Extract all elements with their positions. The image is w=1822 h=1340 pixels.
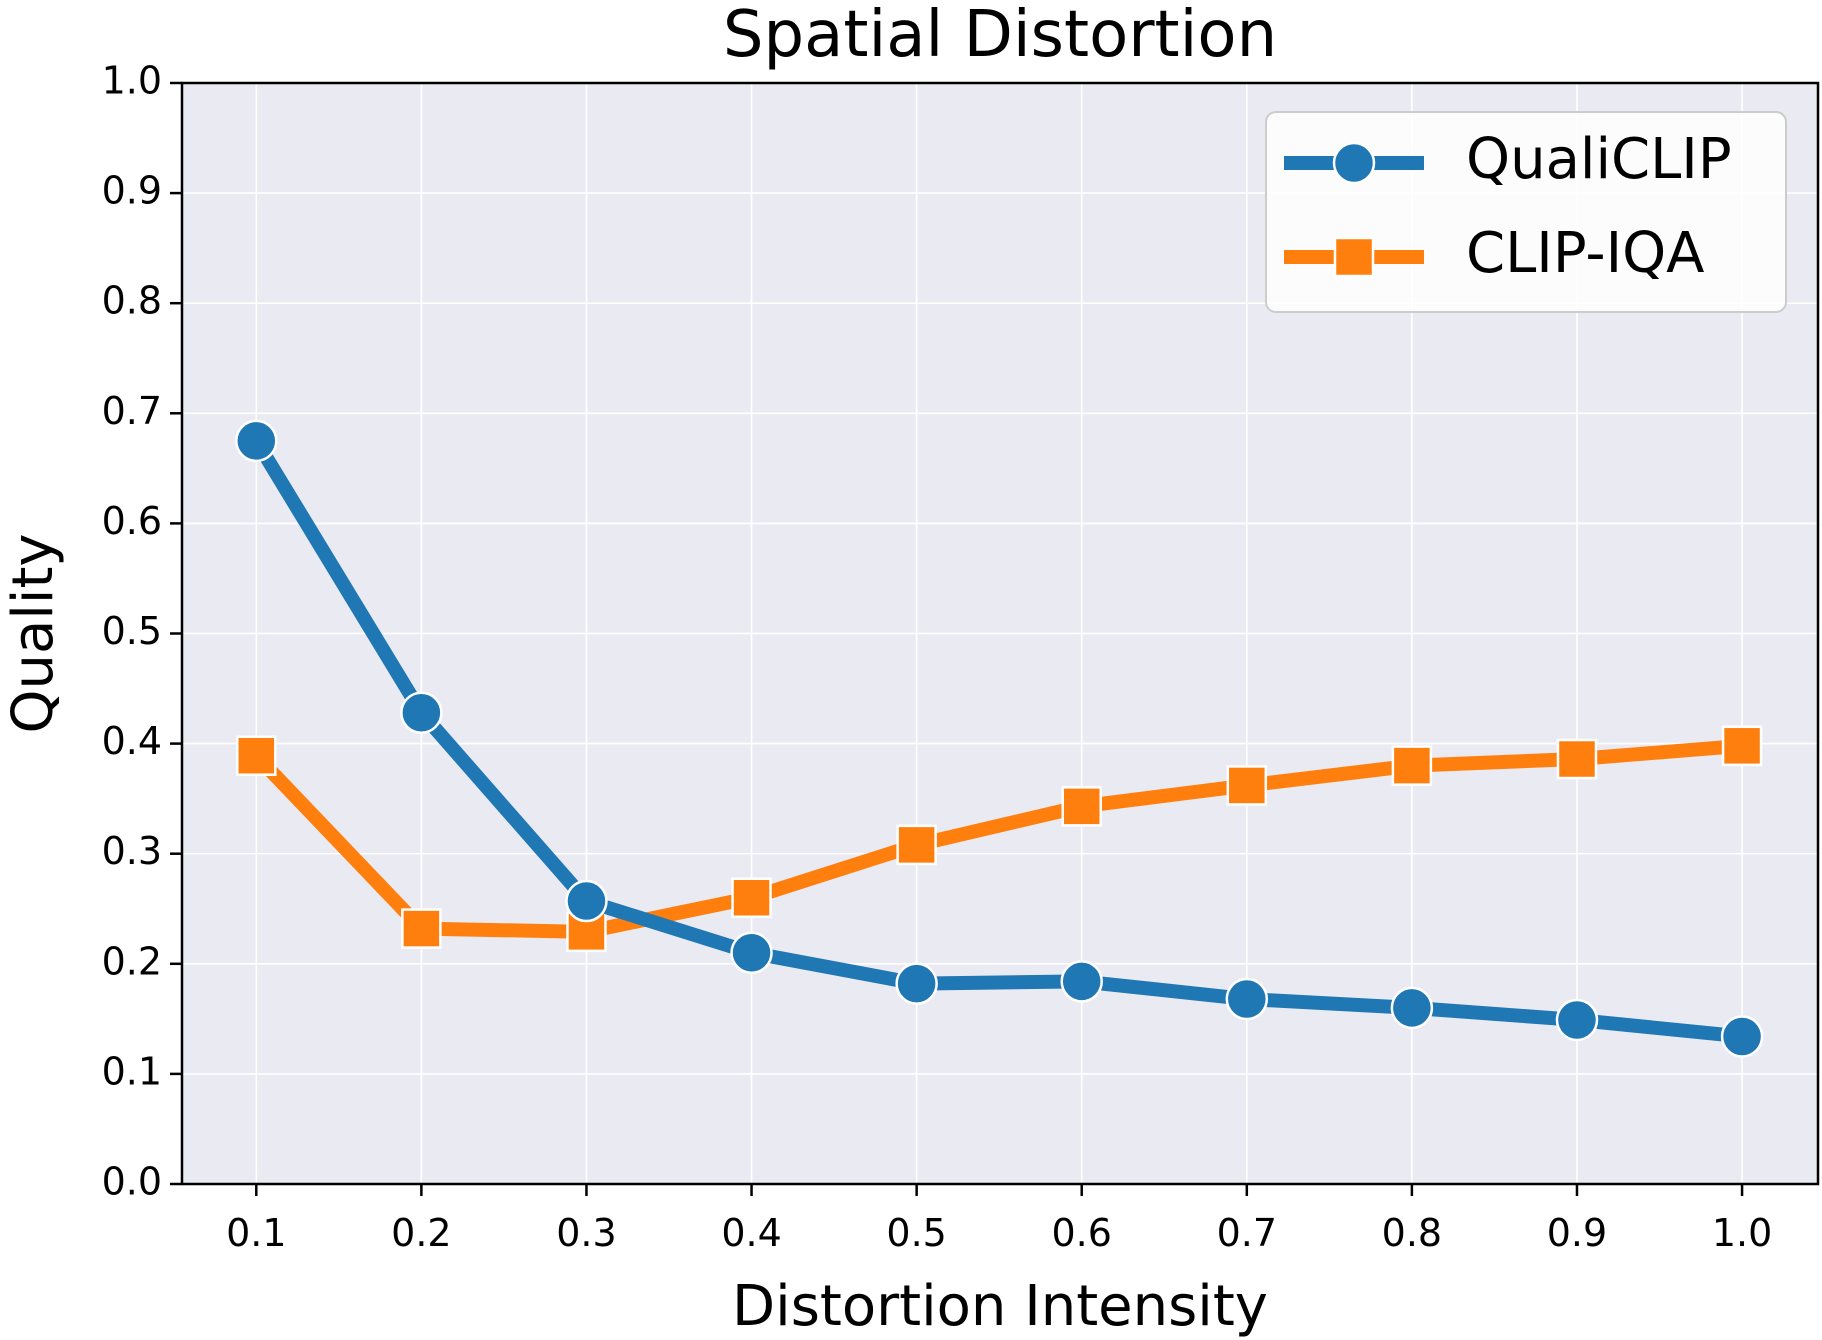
x-tick-label: 0.9 — [1547, 1211, 1607, 1255]
axes: 0.0 0.1 0.2 0.3 0.4 0.5 0.6 0.7 0.8 0.9 1.0 0.1 0.2 0… — [102, 59, 1820, 1255]
data-point — [565, 879, 608, 923]
legend-items: QualiCLIP CLIP-IQA — [1284, 127, 1732, 286]
data-point — [400, 691, 443, 735]
data-point — [1556, 738, 1598, 780]
data-point — [1390, 986, 1434, 1030]
series-line — [249, 433, 1750, 1044]
series-qualiclip — [235, 419, 1764, 1058]
data-point — [236, 735, 277, 776]
legend-marker — [1332, 141, 1376, 185]
x-tick-label: 0.7 — [1217, 1211, 1277, 1255]
x-tick-label: 0.4 — [721, 1211, 781, 1255]
y-tick-label: 1.0 — [102, 59, 162, 103]
legend-item: QualiCLIP — [1284, 127, 1732, 192]
y-tick-label: 0.1 — [102, 1049, 162, 1093]
data-point — [730, 931, 773, 975]
x-tick-label: 0.5 — [886, 1211, 946, 1255]
y-tick-label: 0.4 — [102, 719, 162, 763]
series-clip-iqa — [236, 725, 1763, 953]
x-tick-label: 0.2 — [391, 1211, 451, 1255]
y-tick-label: 0.8 — [102, 279, 162, 323]
series-layer — [235, 419, 1764, 1058]
y-tick-label: 0.3 — [102, 829, 162, 873]
data-point — [895, 962, 938, 1005]
y-tick-label: 0.5 — [102, 609, 162, 653]
legend-item: CLIP-IQA — [1284, 221, 1704, 286]
data-point — [1226, 765, 1268, 806]
data-point — [1555, 998, 1599, 1042]
data-point — [1225, 977, 1269, 1021]
y-tick-label: 0.6 — [102, 499, 162, 543]
y-tick-label: 0.9 — [102, 169, 162, 213]
legend: QualiCLIP CLIP-IQA — [1265, 111, 1787, 313]
y-tick-label: 0.2 — [102, 939, 162, 983]
data-point — [1391, 745, 1433, 786]
legend-marker — [1333, 236, 1375, 278]
x-tick-label: 0.8 — [1382, 1211, 1442, 1255]
data-point — [235, 419, 278, 463]
legend-label: CLIP-IQA — [1466, 221, 1704, 286]
data-point — [1061, 786, 1102, 827]
y-tick-label: 0.7 — [102, 389, 162, 433]
y-tick-label: 0.0 — [102, 1160, 162, 1204]
series-line — [249, 738, 1750, 939]
data-point — [1721, 725, 1763, 767]
data-point — [1060, 960, 1103, 1003]
x-tick-label: 0.1 — [226, 1211, 286, 1255]
data-point — [401, 908, 442, 949]
x-tick-label: 0.6 — [1051, 1211, 1111, 1255]
chart-title: Spatial Distortion — [723, 0, 1277, 72]
x-tick-label: 0.3 — [556, 1211, 616, 1255]
legend-label: QualiCLIP — [1466, 127, 1732, 192]
y-axis-title: Quality — [1, 533, 66, 733]
data-point — [1720, 1015, 1764, 1058]
data-point — [896, 824, 937, 866]
x-axis-title: Distortion Intensity — [732, 1274, 1268, 1339]
data-point — [731, 877, 772, 918]
x-tick-label: 1.0 — [1712, 1211, 1772, 1255]
